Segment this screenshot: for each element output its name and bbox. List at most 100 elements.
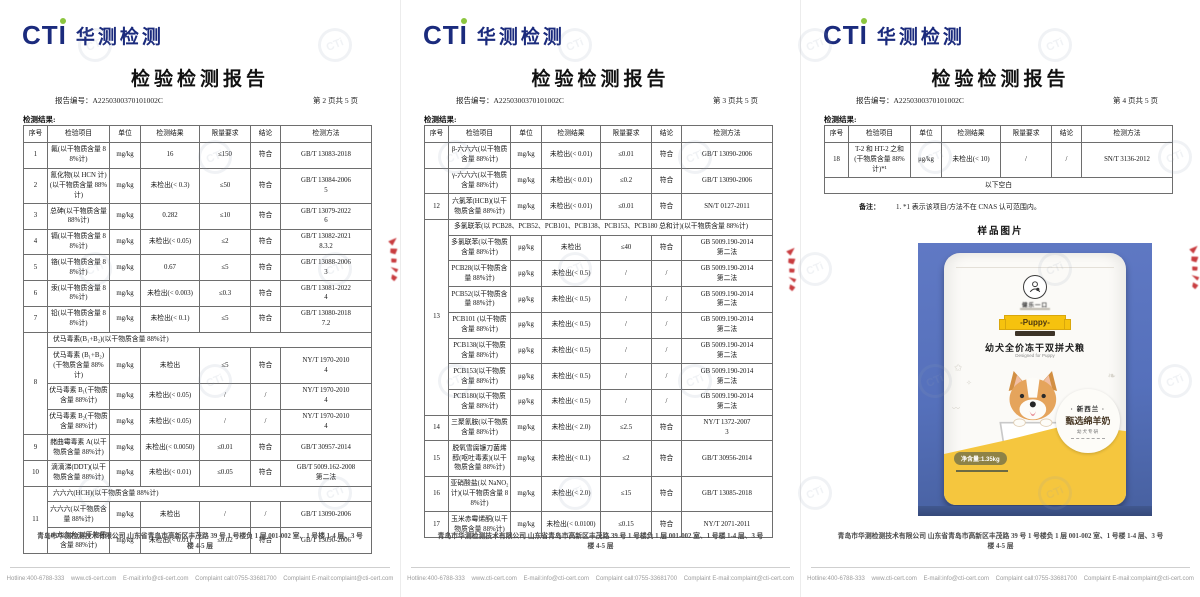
table-row: 15 脱氧雪腐镰刀菌烯醇(呕吐毒素)(以干物质含量 88%计) mg/kg 未检出(<… (424, 440, 773, 477)
table-cell: 8 (23, 331, 48, 436)
table-cell: 多氯联苯(以干物质含量 88%计) (448, 234, 511, 262)
leaf-doodle-icon: ❧ (1107, 371, 1116, 382)
footer-divider (811, 567, 1190, 568)
table-cell: 未检出(< 0.1) (140, 305, 200, 333)
report-meta: 报告编号：A2250300370101002C 第 2 页共 5 页 (55, 95, 358, 106)
table-cell: ≤0.01 (600, 141, 652, 169)
table-cell: T-2 和 HT-2 之和 (干物质含量 88%计)*¹ (848, 141, 911, 179)
table-row: PCB138(以干物质含量 88%计) μg/kg 未检出(< 0.5) / / GB 5… (425, 337, 773, 365)
table-row: 7 铅(以干物质含量 88%计) mg/kg 未检出(< 0.1) ≤5 符合 GB/T 1… (23, 305, 372, 333)
table-cell: 未检出(< 2.0) (541, 475, 601, 513)
table-cell: 15 (424, 440, 449, 477)
table-cell: 16 (424, 475, 449, 513)
table-cell: 伏马毒素 B₂(干物质含量 88%计) (47, 408, 110, 436)
table-cell: 滴滴涕(DDT)(以干物质含量 88%计) (47, 459, 110, 487)
table-row: 11 六六六(HCH)(以干物质含量 88%计) (23, 485, 372, 554)
footer-divider (10, 567, 390, 568)
table-cell: 未检出(< 2.0) (541, 414, 601, 442)
table-cell: ≤40 (600, 234, 652, 262)
table-row: 4 镉(以干物质含量 88%计) mg/kg 未检出(< 0.05) ≤2 符合 GB/T … (23, 228, 372, 256)
table-cell: / (600, 363, 652, 390)
table-cell: 未检出(< 0.05) (140, 382, 200, 410)
table-cell: GB/T 13082-2021 8.3.2 (280, 228, 372, 256)
table-cell: 未检出(< 0.1) (541, 440, 601, 477)
table-cell: 六氯苯(HCB)(以干物质含量 88%计) (448, 193, 511, 220)
table-cell: μg/kg (510, 363, 542, 390)
table-row: 3 总砷(以干物质含量 88%计) mg/kg 0.282 ≤10 符合 GB/T 1307… (23, 203, 372, 230)
remarks-text: 1. *1 表示该项目/方法不在 CNAS 认可范围内。 (896, 203, 1041, 211)
table-cell: 符合 (651, 511, 682, 538)
table-cell: ≤10 (199, 203, 251, 230)
table-cell: / (651, 260, 682, 288)
logo-green-dot-icon (59, 18, 66, 24)
table-header-row: 序号 检验项目 单位 检测结果 限量要求 结论 检测方法 (824, 125, 1173, 143)
cti-logo-cn: 华测检测 (75, 27, 164, 49)
table-cell: 未检出 (541, 234, 601, 262)
table-cell: mg/kg (109, 167, 141, 205)
table-cell: 镉(以干物质含量 88%计) (47, 228, 110, 256)
table-cell: 未检出(< 0.0100) (541, 511, 601, 538)
table-cell: mg/kg (109, 527, 141, 554)
table-cell: 13 (424, 218, 449, 416)
results-label: 检测结果: (23, 115, 56, 124)
table-cell: 未检出(< 0.01) (140, 459, 200, 487)
table-cell: NY/T 2071-2011 (681, 511, 773, 538)
table-cell: 符合 (651, 440, 682, 477)
cti-logo: CT I 华测检测 (423, 18, 565, 50)
table-row: 14 三聚氰胺(以干物质含量 88%计) mg/kg 未检出(< 2.0) ≤2.5 符合… (424, 414, 773, 442)
table-cell: mg/kg (510, 440, 542, 477)
column-header: 检验项目 (848, 125, 911, 143)
table-cell: 符合 (250, 167, 281, 205)
table-cell: 9 (23, 434, 48, 461)
table-cell: 0.282 (140, 203, 200, 230)
page-number: 第 2 页共 5 页 (313, 96, 358, 105)
badge-dashed-arc (1071, 438, 1105, 439)
table-cell: 0.67 (140, 254, 200, 282)
table-cell: GB/T 13088-2006 3 (280, 254, 372, 282)
report-page-4: CT I 华测检测 检验检测报告 报告编号：A2250300370101002C … (800, 0, 1200, 597)
table-row: 13 多氯联苯(以 PCB28、PCB52、PCB101、PCB138、PCB15… (424, 218, 773, 416)
table-cell: SN/T 3136-2012 (1081, 141, 1173, 179)
table-cell: GB/T 13085-2018 (681, 475, 773, 513)
table-row: 6 汞(以干物质含量 88%计) mg/kg 未检出(< 0.003) ≤0.3 符合 GB… (23, 280, 372, 307)
table-cell: / (250, 501, 281, 529)
table-cell: 符合 (250, 203, 281, 230)
table-cell: ≤0.15 (600, 511, 652, 538)
table-cell: 未检出(< 0.0050) (140, 434, 200, 461)
column-header: 单位 (510, 125, 542, 143)
star-doodle-icon: ✩ (954, 363, 963, 374)
table-cell: ≤2 (600, 440, 652, 477)
table-cell: 符合 (250, 347, 281, 384)
table-cell: 亚硝酸盐(以 NaNO₂计)(以干物质含量 88%计) (448, 475, 511, 513)
table-cell: 总砷(以干物质含量 88%计) (47, 203, 110, 230)
table-cell: 未检出(< 0.5) (541, 311, 601, 339)
table-cell: / (600, 311, 652, 339)
column-header: 序号 (23, 125, 48, 143)
table-cell: 符合 (250, 305, 281, 333)
table-cell: mg/kg (109, 501, 141, 529)
table-cell: GB/T 13080-2018 7.2 (280, 305, 372, 333)
table-cell: / (199, 408, 251, 436)
table-row: 10 滴滴涕(DDT)(以干物质含量 88%计) mg/kg 未检出(< 0.01) ≤… (23, 459, 372, 487)
column-header: 检测方法 (1081, 125, 1173, 143)
column-header: 序号 (424, 125, 449, 143)
table-cell: ≤2.5 (600, 414, 652, 442)
table-cell: mg/kg (510, 511, 542, 538)
table-row: 5 铬(以干物质含量 88%计) mg/kg 0.67 ≤5 符合 GB/T 13088-2… (23, 254, 372, 282)
cti-logo: CT I 华测检测 (823, 18, 965, 48)
table-cell: 汞(以干物质含量 88%计) (47, 280, 110, 307)
footer-divider (411, 567, 790, 568)
table-header-row: 序号 检验项目 单位 检测结果 限量要求 结论 检测方法 (424, 125, 773, 143)
table-cell: ≤15 (600, 475, 652, 513)
table-cell: 符合 (250, 280, 281, 307)
bag-product-name: 幼犬全价冻干双拼犬粮 (984, 343, 1085, 353)
footer-company: 青岛市华测检测技术有限公司 山东省青岛市高新区丰茂路 39 号 1 号楼负 1 … (437, 532, 764, 551)
table-cell: GB/T 13084-2006 5 (280, 167, 372, 205)
table-cell: 未检出 (140, 347, 200, 384)
table-cell: 符合 (250, 527, 281, 554)
table-row: PCB180(以干物质含量 88%计) μg/kg 未检出(< 0.5) / / GB 5… (425, 388, 773, 416)
table-cell: 未检出(< 0.5) (541, 286, 601, 313)
table-cell (424, 167, 449, 195)
cti-logo-text: CT I (423, 18, 468, 50)
